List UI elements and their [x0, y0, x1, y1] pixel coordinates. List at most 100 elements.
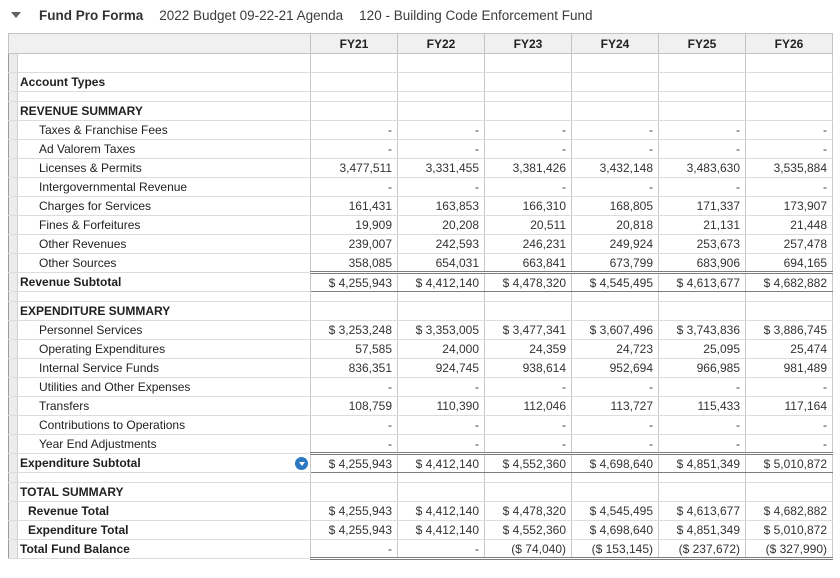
row-gutter	[8, 434, 18, 454]
cell-fy24: 3,432,148	[571, 158, 659, 178]
cell-fy24	[571, 301, 659, 321]
table-row: Personnel Services $ 3,253,248 $ 3,353,005…	[8, 320, 833, 340]
table-row: Intergovernmental Revenue - - - - - -	[8, 177, 833, 197]
row-label: Internal Service Funds	[17, 358, 311, 378]
row-gutter	[8, 358, 18, 378]
cell-fy26: 3,535,884	[745, 158, 833, 178]
row-label: Expenditure Total	[17, 520, 311, 540]
cell-fy21: $ 3,253,248	[310, 320, 398, 340]
cell-fy22: -	[397, 377, 485, 397]
table-row: Revenue Subtotal $ 4,255,943 $ 4,412,140 $ …	[8, 271, 833, 292]
cell-fy23: 3,381,426	[484, 158, 572, 178]
cell-fy25: -	[658, 120, 746, 140]
cell-fy25	[658, 301, 746, 321]
cell-fy23: $ 4,478,320	[484, 501, 572, 521]
cell-fy23	[484, 53, 572, 73]
cell-fy22: 110,390	[397, 396, 485, 416]
cell-fy21: 836,351	[310, 358, 398, 378]
table-row	[8, 472, 833, 483]
cell-fy26	[745, 482, 833, 502]
cell-fy26: $ 5,010,872	[745, 452, 833, 473]
pro-forma-table: FY21 FY22 FY23 FY24 FY25 FY26 Account Types RE…	[8, 33, 833, 560]
cell-fy22	[397, 301, 485, 321]
cell-fy21: $ 4,255,943	[310, 501, 398, 521]
cell-fy23: -	[484, 139, 572, 159]
cell-fy26: $ 4,682,882	[745, 271, 833, 292]
cell-fy26: -	[745, 434, 833, 454]
table-row: Account Types	[8, 72, 833, 92]
cell-fy23: -	[484, 415, 572, 435]
cell-fy25: $ 4,613,677	[658, 271, 746, 292]
cell-fy26	[745, 472, 833, 483]
cell-fy23: $ 4,552,360	[484, 520, 572, 540]
cell-fy24: $ 4,698,640	[571, 452, 659, 473]
table-row: Fines & Forfeitures 19,909 20,208 20,511 20,…	[8, 215, 833, 235]
row-label: Utilities and Other Expenses	[17, 377, 311, 397]
cell-fy24	[571, 291, 659, 302]
cell-fy25: 683,906	[658, 253, 746, 273]
cell-fy22: $ 4,412,140	[397, 452, 485, 473]
row-label: Intergovernmental Revenue	[17, 177, 311, 197]
cell-fy25	[658, 482, 746, 502]
row-gutter	[8, 539, 18, 559]
cell-fy21	[310, 301, 398, 321]
cell-fy25: 966,985	[658, 358, 746, 378]
cell-fy23	[484, 91, 572, 102]
cell-fy25: $ 4,851,349	[658, 452, 746, 473]
fund-name: 120 - Building Code Enforcement Fund	[359, 7, 593, 23]
table-row: Expenditure Total $ 4,255,943 $ 4,412,140 $…	[8, 520, 833, 540]
row-gutter	[8, 520, 18, 540]
cell-fy21: $ 4,255,943	[310, 271, 398, 292]
cell-fy26: -	[745, 377, 833, 397]
cell-fy24: ($ 153,145)	[571, 539, 659, 560]
cell-fy24: 249,924	[571, 234, 659, 254]
cell-fy26	[745, 72, 833, 92]
report-title: Fund Pro Forma	[39, 7, 144, 23]
row-label	[17, 91, 311, 102]
cell-fy26	[745, 301, 833, 321]
cell-fy25: -	[658, 177, 746, 197]
cell-fy25: -	[658, 415, 746, 435]
cell-fy24: $ 4,545,495	[571, 501, 659, 521]
cell-fy24: -	[571, 434, 659, 454]
cell-fy24: 113,727	[571, 396, 659, 416]
cell-fy22	[397, 91, 485, 102]
cell-fy26	[745, 53, 833, 73]
cell-fy21: 108,759	[310, 396, 398, 416]
row-label: Operating Expenditures	[17, 339, 311, 359]
cell-fy21	[310, 101, 398, 121]
row-label	[17, 53, 311, 73]
row-gutter	[8, 301, 18, 321]
cell-fy25: 3,483,630	[658, 158, 746, 178]
cell-fy23: 663,841	[484, 253, 572, 273]
row-label: Revenue Subtotal	[17, 272, 311, 292]
row-label	[17, 291, 311, 302]
chevron-down-circle-icon[interactable]	[295, 456, 308, 470]
cell-fy23: $ 4,478,320	[484, 271, 572, 292]
cell-fy23: ($ 74,040)	[484, 539, 572, 560]
table-header-row: FY21 FY22 FY23 FY24 FY25 FY26	[8, 33, 833, 54]
cell-fy22: 3,331,455	[397, 158, 485, 178]
row-label: Revenue Total	[17, 501, 311, 521]
cell-fy25	[658, 291, 746, 302]
row-label: Ad Valorem Taxes	[17, 139, 311, 159]
cell-fy22: 20,208	[397, 215, 485, 235]
row-label: REVENUE SUMMARY	[17, 101, 311, 121]
row-label: Charges for Services	[17, 196, 311, 216]
row-gutter	[8, 501, 18, 521]
cell-fy23	[484, 101, 572, 121]
row-gutter	[8, 215, 18, 235]
row-gutter	[8, 415, 18, 435]
cell-fy24	[571, 472, 659, 483]
cell-fy22	[397, 482, 485, 502]
cell-fy21: $ 4,255,943	[310, 520, 398, 540]
row-label: Licenses & Permits	[17, 158, 311, 178]
table-row: Other Revenues 239,007 242,593 246,231 249,9…	[8, 234, 833, 254]
cell-fy24	[571, 482, 659, 502]
table-row: Taxes & Franchise Fees - - - - - -	[8, 120, 833, 140]
caret-down-icon[interactable]	[11, 12, 21, 18]
cell-fy26	[745, 101, 833, 121]
row-gutter	[8, 453, 18, 473]
cell-fy21: 239,007	[310, 234, 398, 254]
cell-fy26: $ 4,682,882	[745, 501, 833, 521]
